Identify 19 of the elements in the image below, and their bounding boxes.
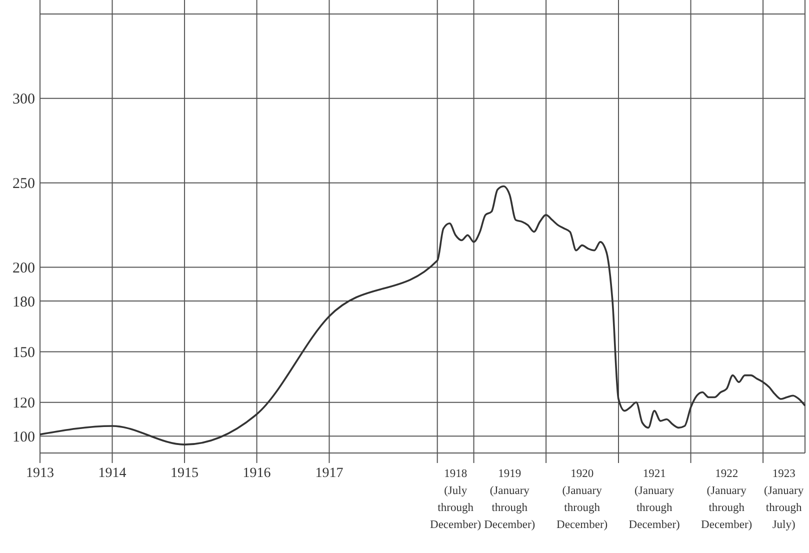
x-tick-label: 1923 (January through July) — [764, 468, 804, 531]
y-tick-label: 250 — [12, 176, 35, 192]
x-tick-label: 1917 — [315, 466, 344, 481]
x-tick-label: 1916 — [242, 466, 271, 481]
y-tick-label: 300 — [12, 92, 35, 108]
x-tick-label: 1914 — [98, 466, 126, 481]
x-tick-label: 1921 (January through December) — [628, 468, 680, 531]
x-tick-label: 1918 (July through December) — [430, 468, 482, 531]
y-tick-label: 200 — [12, 260, 35, 277]
x-tick-label: 1919 (January through December) — [484, 468, 536, 531]
x-tick-label: 1920 (January through December) — [556, 468, 608, 531]
x-tick-label: 1915 — [170, 466, 199, 481]
y-tick-label: 180 — [12, 294, 35, 310]
y-tick-label: 150 — [12, 344, 35, 361]
y-tick-label: 120 — [12, 396, 35, 412]
y-tick-label: 100 — [12, 429, 35, 446]
x-tick-label: 1913 — [26, 466, 54, 481]
x-tick-label: 1922 (January through December) — [701, 468, 752, 531]
line-series — [39, 185, 806, 446]
